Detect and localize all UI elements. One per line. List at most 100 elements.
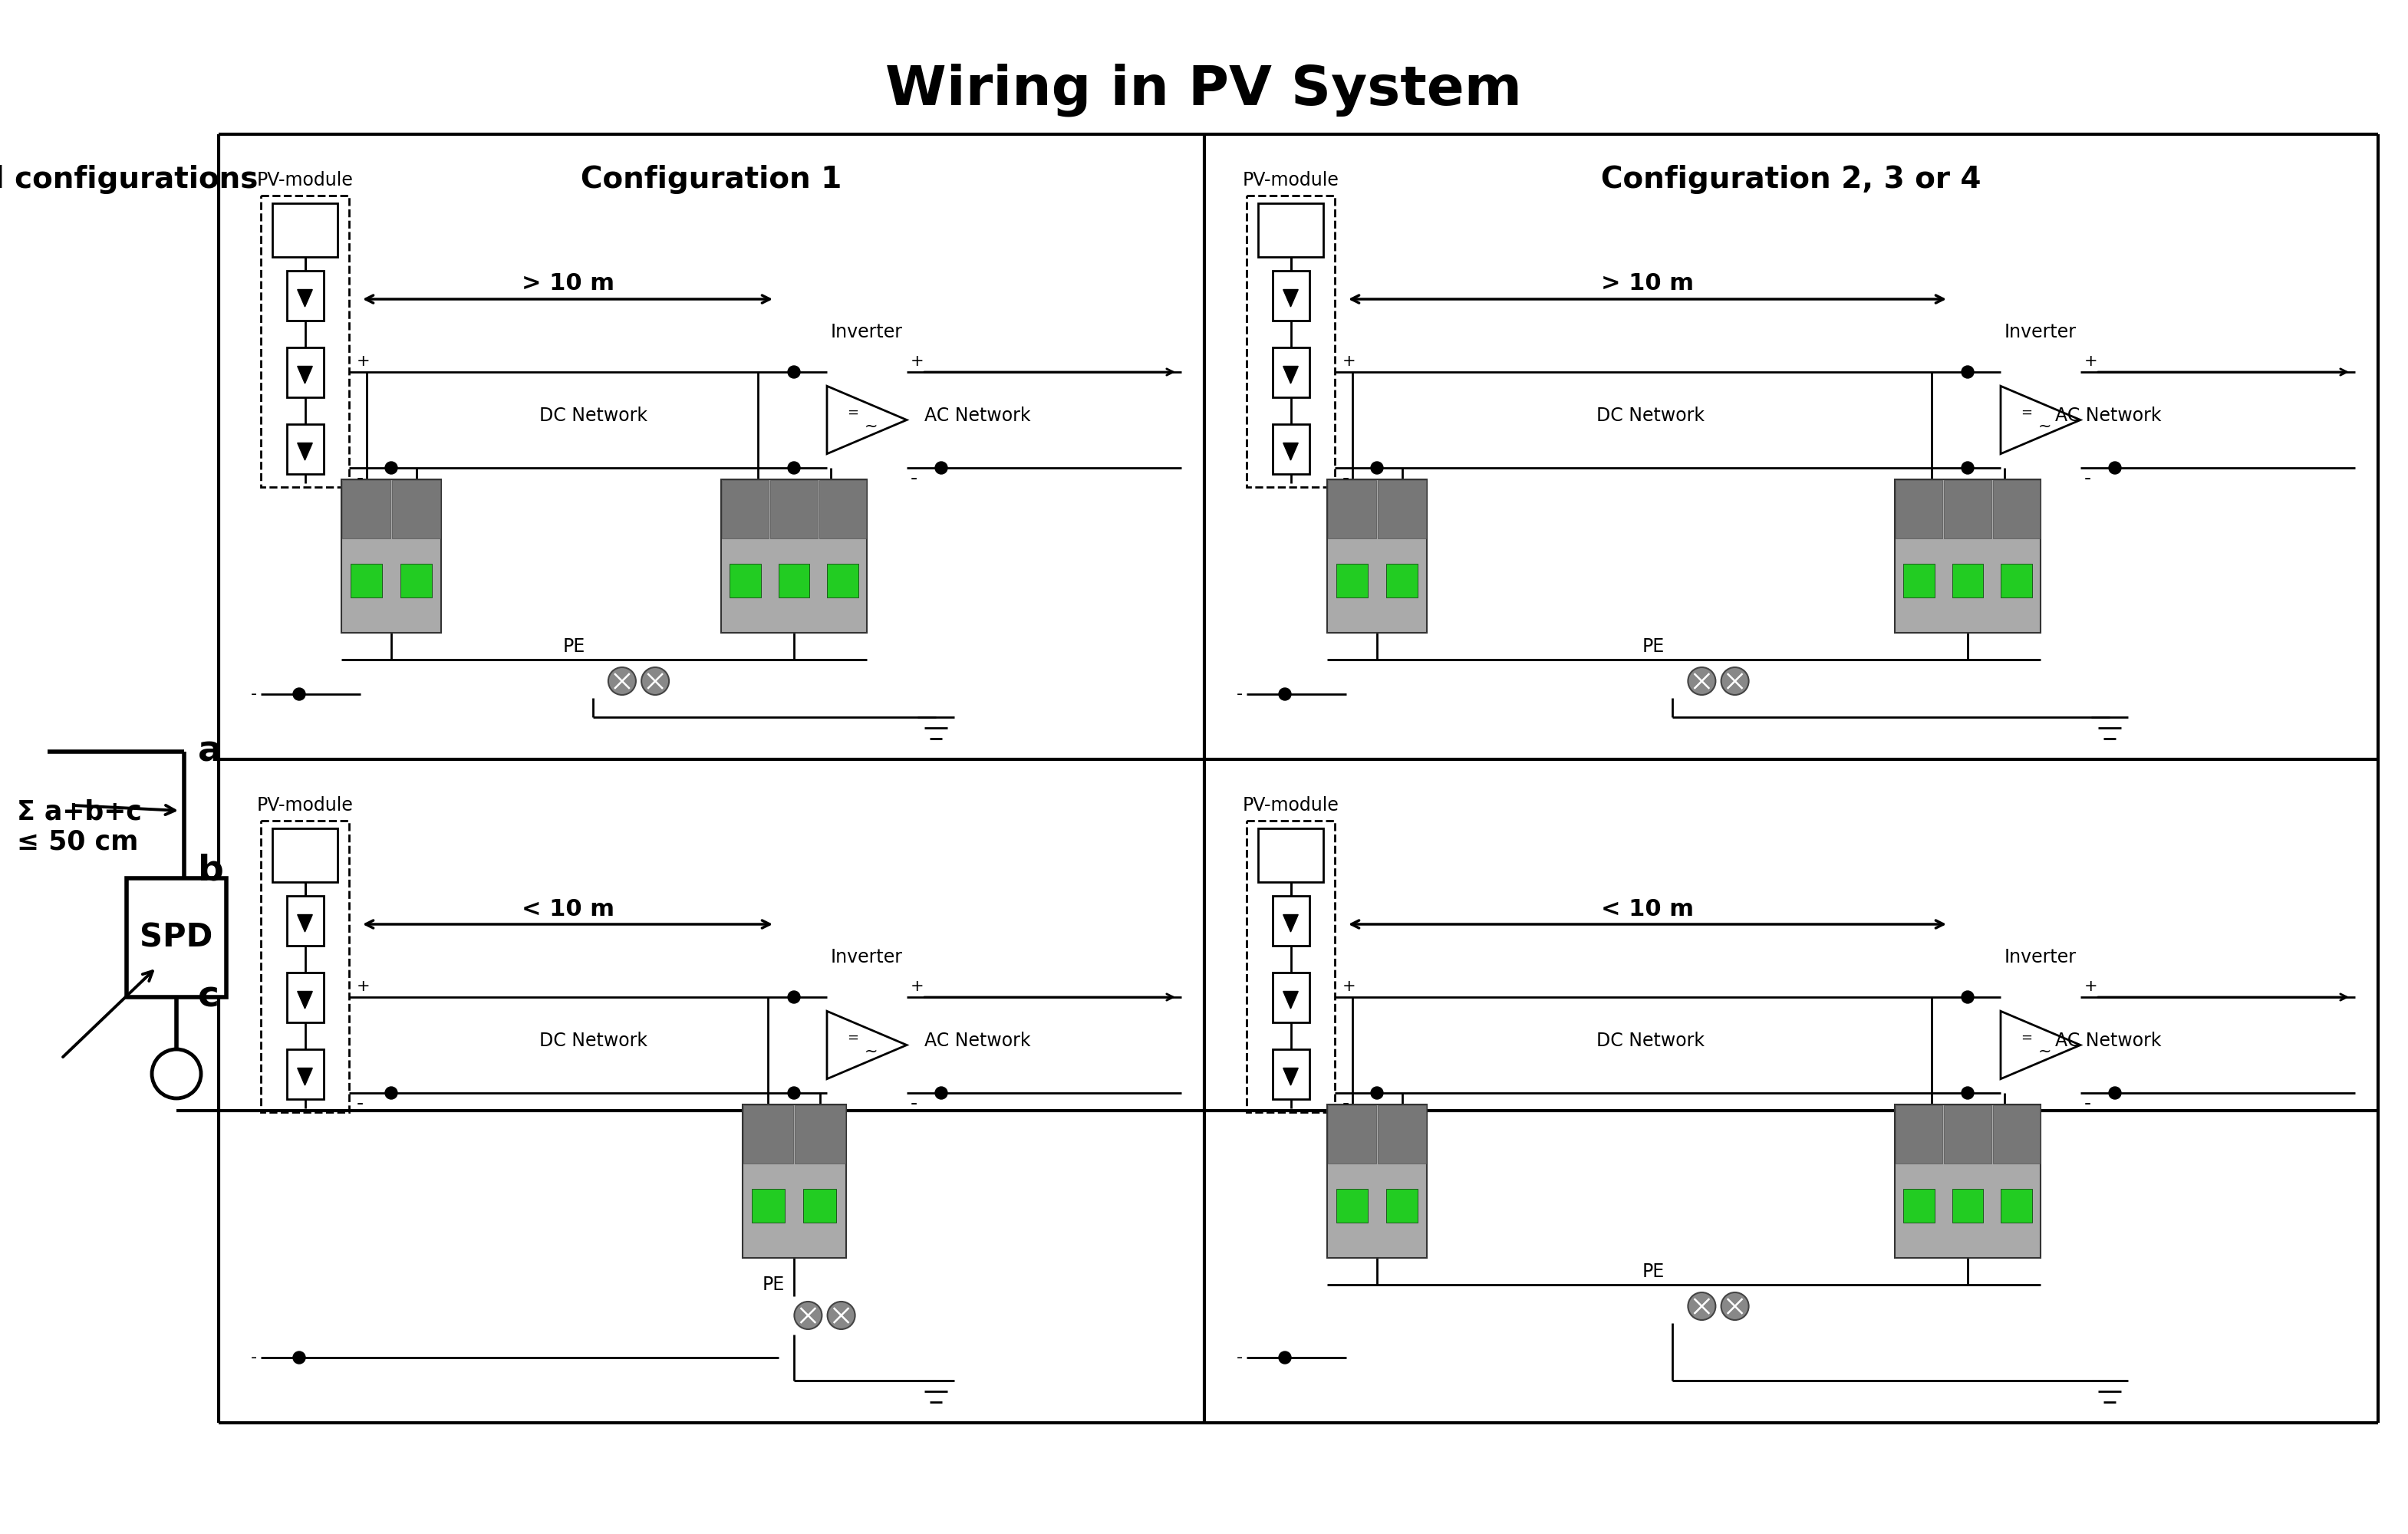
Polygon shape: [299, 991, 313, 1009]
Text: PV-module: PV-module: [1243, 170, 1339, 189]
Text: Configuration 1: Configuration 1: [580, 164, 843, 193]
Bar: [1377, 1104, 1426, 1163]
Bar: [744, 1104, 792, 1163]
Bar: [287, 423, 323, 474]
Bar: [804, 1189, 836, 1223]
Text: DC Network: DC Network: [539, 1031, 648, 1049]
Circle shape: [1370, 462, 1382, 474]
Text: =: =: [2020, 407, 2032, 420]
Polygon shape: [2001, 387, 2081, 454]
Bar: [1336, 563, 1368, 597]
Bar: [1327, 479, 1428, 632]
Bar: [751, 1189, 785, 1223]
Text: DC Network: DC Network: [539, 407, 648, 425]
Text: -: -: [356, 1095, 364, 1114]
Polygon shape: [1283, 914, 1298, 931]
Text: PV-module: PV-module: [1243, 796, 1339, 815]
Circle shape: [609, 667, 636, 695]
Text: +: +: [356, 354, 371, 368]
Bar: [1895, 1104, 1943, 1163]
Text: Inverter: Inverter: [831, 324, 903, 342]
Circle shape: [2109, 1086, 2121, 1098]
Text: c: c: [197, 980, 219, 1014]
Text: ~: ~: [864, 1043, 877, 1058]
Bar: [795, 1104, 845, 1163]
Bar: [826, 563, 857, 597]
Bar: [742, 1104, 845, 1258]
Text: Inverter: Inverter: [2003, 948, 2076, 966]
Text: < 10 m: < 10 m: [1601, 897, 1693, 920]
Bar: [1943, 480, 1991, 538]
Bar: [342, 480, 390, 538]
Text: +: +: [2085, 979, 2097, 994]
Circle shape: [385, 1086, 397, 1098]
Text: -: -: [250, 1350, 258, 1365]
Text: +: +: [910, 354, 925, 368]
Text: < 10 m: < 10 m: [520, 897, 614, 920]
Text: AC Network: AC Network: [925, 1031, 1031, 1049]
Circle shape: [385, 462, 397, 474]
Bar: [260, 195, 349, 488]
Polygon shape: [826, 1011, 908, 1078]
Polygon shape: [299, 914, 313, 931]
Polygon shape: [1283, 443, 1298, 460]
Bar: [1895, 480, 1943, 538]
Text: +: +: [1344, 979, 1356, 994]
Bar: [722, 480, 768, 538]
Bar: [400, 563, 431, 597]
Circle shape: [1722, 1292, 1748, 1319]
Circle shape: [1963, 1086, 1975, 1098]
Text: > 10 m: > 10 m: [1601, 273, 1693, 295]
Bar: [1895, 1104, 2040, 1258]
Circle shape: [787, 1086, 799, 1098]
Text: > 10 m: > 10 m: [520, 273, 614, 295]
Bar: [1994, 480, 2040, 538]
Polygon shape: [299, 367, 313, 384]
Bar: [1377, 480, 1426, 538]
Bar: [720, 479, 867, 632]
Polygon shape: [299, 1068, 313, 1086]
Bar: [1943, 1104, 1991, 1163]
Bar: [1271, 347, 1310, 397]
Bar: [1905, 563, 1934, 597]
Text: +: +: [910, 979, 925, 994]
Text: PE: PE: [563, 638, 585, 657]
Circle shape: [1688, 1292, 1714, 1319]
Bar: [349, 563, 383, 597]
Text: ~: ~: [864, 419, 877, 434]
Bar: [1271, 270, 1310, 321]
Bar: [1271, 896, 1310, 945]
Text: -: -: [1235, 687, 1243, 703]
Text: ~: ~: [2037, 419, 2052, 434]
Circle shape: [1688, 667, 1714, 695]
Bar: [287, 1049, 323, 1098]
Text: Σ a+b+c
≤ 50 cm: Σ a+b+c ≤ 50 cm: [17, 799, 142, 854]
Text: +: +: [2085, 354, 2097, 368]
Circle shape: [294, 1351, 306, 1364]
Bar: [2001, 1189, 2032, 1223]
Polygon shape: [2001, 1011, 2081, 1078]
Text: =: =: [848, 1031, 860, 1045]
Text: AC Network: AC Network: [925, 407, 1031, 425]
Text: -: -: [250, 687, 258, 703]
Text: AC Network: AC Network: [2054, 407, 2162, 425]
Bar: [1247, 195, 1334, 488]
Circle shape: [795, 1301, 821, 1328]
Circle shape: [641, 667, 669, 695]
Circle shape: [934, 1086, 946, 1098]
Text: =: =: [848, 407, 860, 420]
Bar: [272, 828, 337, 882]
Bar: [1336, 1189, 1368, 1223]
Bar: [1327, 480, 1377, 538]
Text: PV-module: PV-module: [258, 170, 354, 189]
Text: -: -: [2085, 469, 2090, 488]
Bar: [1327, 1104, 1428, 1258]
Bar: [1387, 563, 1418, 597]
Polygon shape: [826, 387, 908, 454]
Polygon shape: [1283, 991, 1298, 1009]
Text: PV-module: PV-module: [258, 796, 354, 815]
Bar: [272, 202, 337, 256]
Bar: [342, 479, 441, 632]
Text: ~: ~: [2037, 1043, 2052, 1058]
Text: All configurations: All configurations: [0, 164, 258, 193]
